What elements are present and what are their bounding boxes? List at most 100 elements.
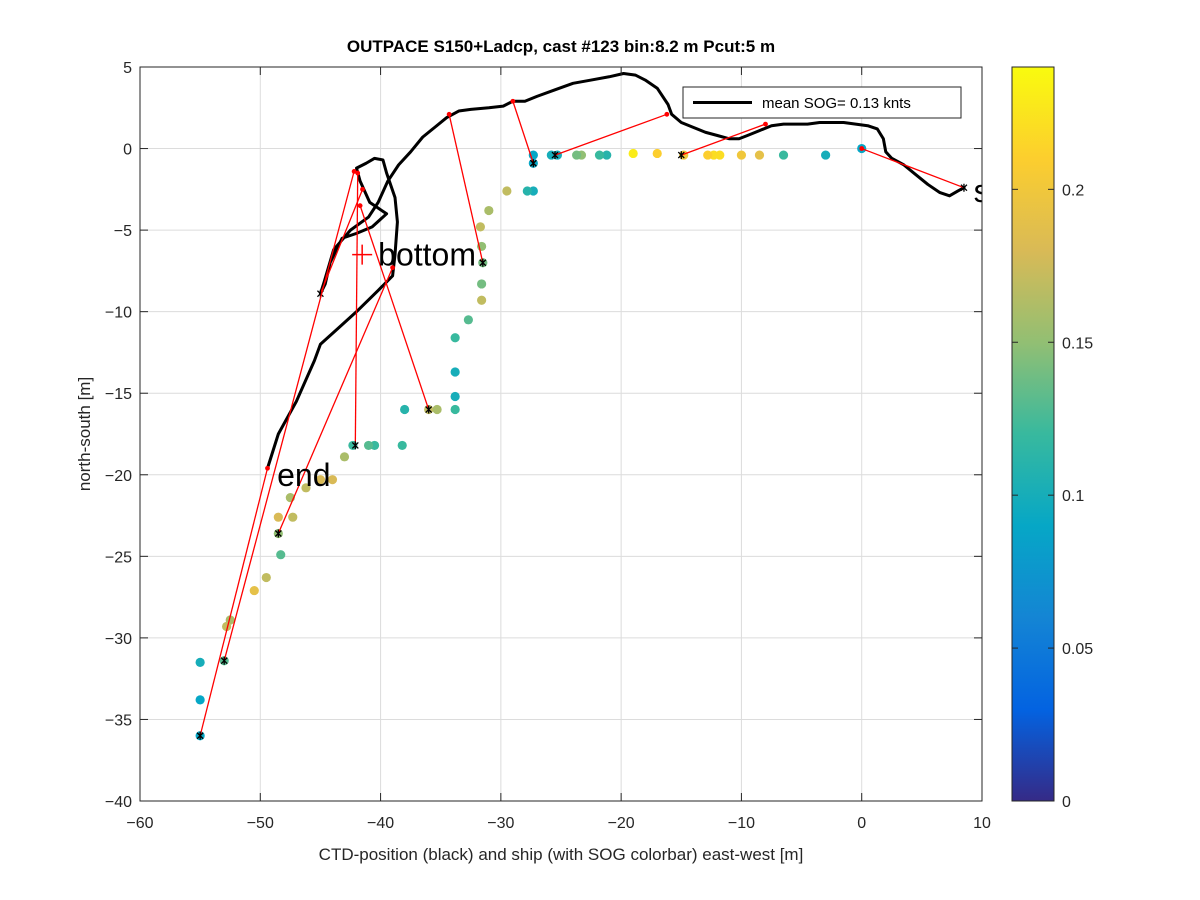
y-axis: −40 −35 −30 −25 −20 −15 −10 −5 0 5: [105, 60, 982, 811]
ship-position-point: [703, 150, 713, 160]
colorbar-tick-label: 0.15: [1062, 335, 1093, 352]
ship-position-point: [450, 404, 460, 415]
ship-position-point: [484, 205, 494, 216]
ctd-ship-link: [448, 114, 484, 263]
ctd-ship-link: [319, 189, 364, 294]
y-axis-label: north-south [m]: [75, 377, 94, 491]
colorbar-ticks: 0 0.05 0.1 0.15 0.2: [1012, 182, 1093, 811]
ctd-link-endpoint: [664, 111, 670, 117]
ctd-link-endpoint: [351, 168, 357, 174]
ctd-track-line: [266, 72, 966, 470]
ship-position-point: [339, 452, 350, 462]
ship-position-point: [315, 475, 326, 485]
x-tick-label: 10: [973, 815, 991, 832]
ship-position-point: [195, 657, 205, 667]
ship-position-point: [397, 440, 407, 451]
y-tick-label: −35: [105, 712, 132, 729]
x-tick-label: −30: [487, 815, 514, 832]
ctd-ship-link: [554, 113, 668, 156]
ship-link-endpoint: [677, 151, 685, 160]
ship-position-point: [602, 150, 612, 160]
x-tick-label: −50: [247, 815, 274, 832]
ship-position-point: [778, 150, 789, 160]
ctd-ship-link: [681, 123, 766, 156]
ship-position-point: [400, 404, 410, 415]
y-tick-label: −10: [105, 305, 132, 322]
ship-link-endpoint: [196, 731, 204, 740]
ship-position-point: [522, 186, 532, 196]
ship-position-point: [502, 186, 512, 196]
ctd-ship-link: [359, 205, 430, 410]
ctd-ship-link: [199, 468, 269, 736]
ship-position-point: [450, 391, 460, 402]
bottom-marker-layer: [352, 244, 373, 265]
y-tick-label: −20: [105, 468, 132, 485]
x-tick-label: −40: [367, 815, 394, 832]
ship-position-point: [363, 440, 374, 451]
annotation-end: end: [277, 457, 330, 493]
ctd-link-endpoint: [763, 121, 768, 127]
ctd-ship-links: [196, 98, 968, 740]
colorbar: 0 0.05 0.1 0.15 0.2: [1011, 66, 1093, 811]
ctd-ship-link: [277, 267, 394, 534]
ship-position-point: [273, 512, 283, 522]
x-tick-label: −20: [608, 815, 635, 832]
x-tick-label: −10: [728, 815, 755, 832]
ship-link-endpoint: [479, 258, 487, 267]
y-tick-label: −5: [114, 223, 132, 240]
x-tick-label: 0: [857, 815, 866, 832]
ctd-ship-link: [861, 147, 965, 189]
ship-position-point: [477, 295, 487, 305]
ship-position-point: [594, 150, 605, 160]
x-axis: −60 −50 −40 −30 −20 −10 0 10: [126, 67, 991, 832]
ship-link-endpoint: [274, 529, 282, 538]
ctd-link-endpoint: [357, 203, 363, 209]
y-tick-label: −30: [105, 631, 132, 648]
ship-link-endpoint: [551, 151, 559, 160]
ship-position-point: [261, 572, 271, 583]
y-tick-label: 0: [123, 142, 132, 159]
legend[interactable]: mean SOG= 0.13 knts: [682, 86, 962, 119]
x-axis-label: CTD-position (black) and ship (with SOG …: [319, 845, 804, 864]
ship-position-point: [546, 150, 556, 160]
ship-position-point: [754, 150, 765, 160]
ctd-link-endpoint: [390, 265, 395, 271]
ship-position-point: [276, 550, 286, 560]
annotation-bottom: bottom: [378, 237, 476, 273]
legend-entry-ctd-track: mean SOG= 0.13 knts: [762, 95, 911, 112]
ship-position-point: [288, 512, 298, 522]
ctd-link-endpoint: [859, 146, 865, 151]
colorbar-gradient: [1011, 66, 1055, 802]
ctd-link-endpoint: [510, 98, 516, 104]
ship-position-point: [477, 279, 487, 289]
ship-position-point: [249, 585, 259, 596]
ctd-link-endpoint: [265, 465, 270, 471]
ship-position-point: [736, 150, 747, 160]
ship-position-point: [652, 148, 662, 159]
ship-position-point: [475, 222, 486, 232]
ship-position-point: [301, 483, 311, 493]
colorbar-tick-label: 0.1: [1062, 488, 1084, 505]
y-tick-label: −25: [105, 549, 132, 566]
ship-link-endpoint: [220, 656, 228, 665]
ctd-link-endpoint: [360, 186, 365, 192]
colorbar-tick-label: 0: [1062, 794, 1071, 811]
ship-link-endpoint: [529, 159, 537, 168]
ctd-ship-link: [354, 173, 359, 446]
plot-background: [140, 67, 982, 801]
ctd-link-endpoint: [355, 170, 361, 176]
ship-position-point: [450, 367, 460, 377]
ctd-ship-link: [223, 171, 355, 661]
annotations: start bottom end: [277, 173, 982, 493]
ship-position-point: [432, 404, 442, 415]
ship-position-point: [195, 695, 205, 705]
ship-position-point: [463, 315, 473, 325]
ctd-link-endpoint: [446, 111, 452, 117]
bottom-position-marker: [352, 244, 373, 265]
ship-position-point: [821, 150, 831, 160]
ctd-track-layer: [266, 72, 966, 470]
ship-position-point: [327, 475, 338, 485]
colorbar-tick-label: 0.2: [1062, 182, 1084, 199]
ship-link-endpoint: [960, 183, 968, 192]
